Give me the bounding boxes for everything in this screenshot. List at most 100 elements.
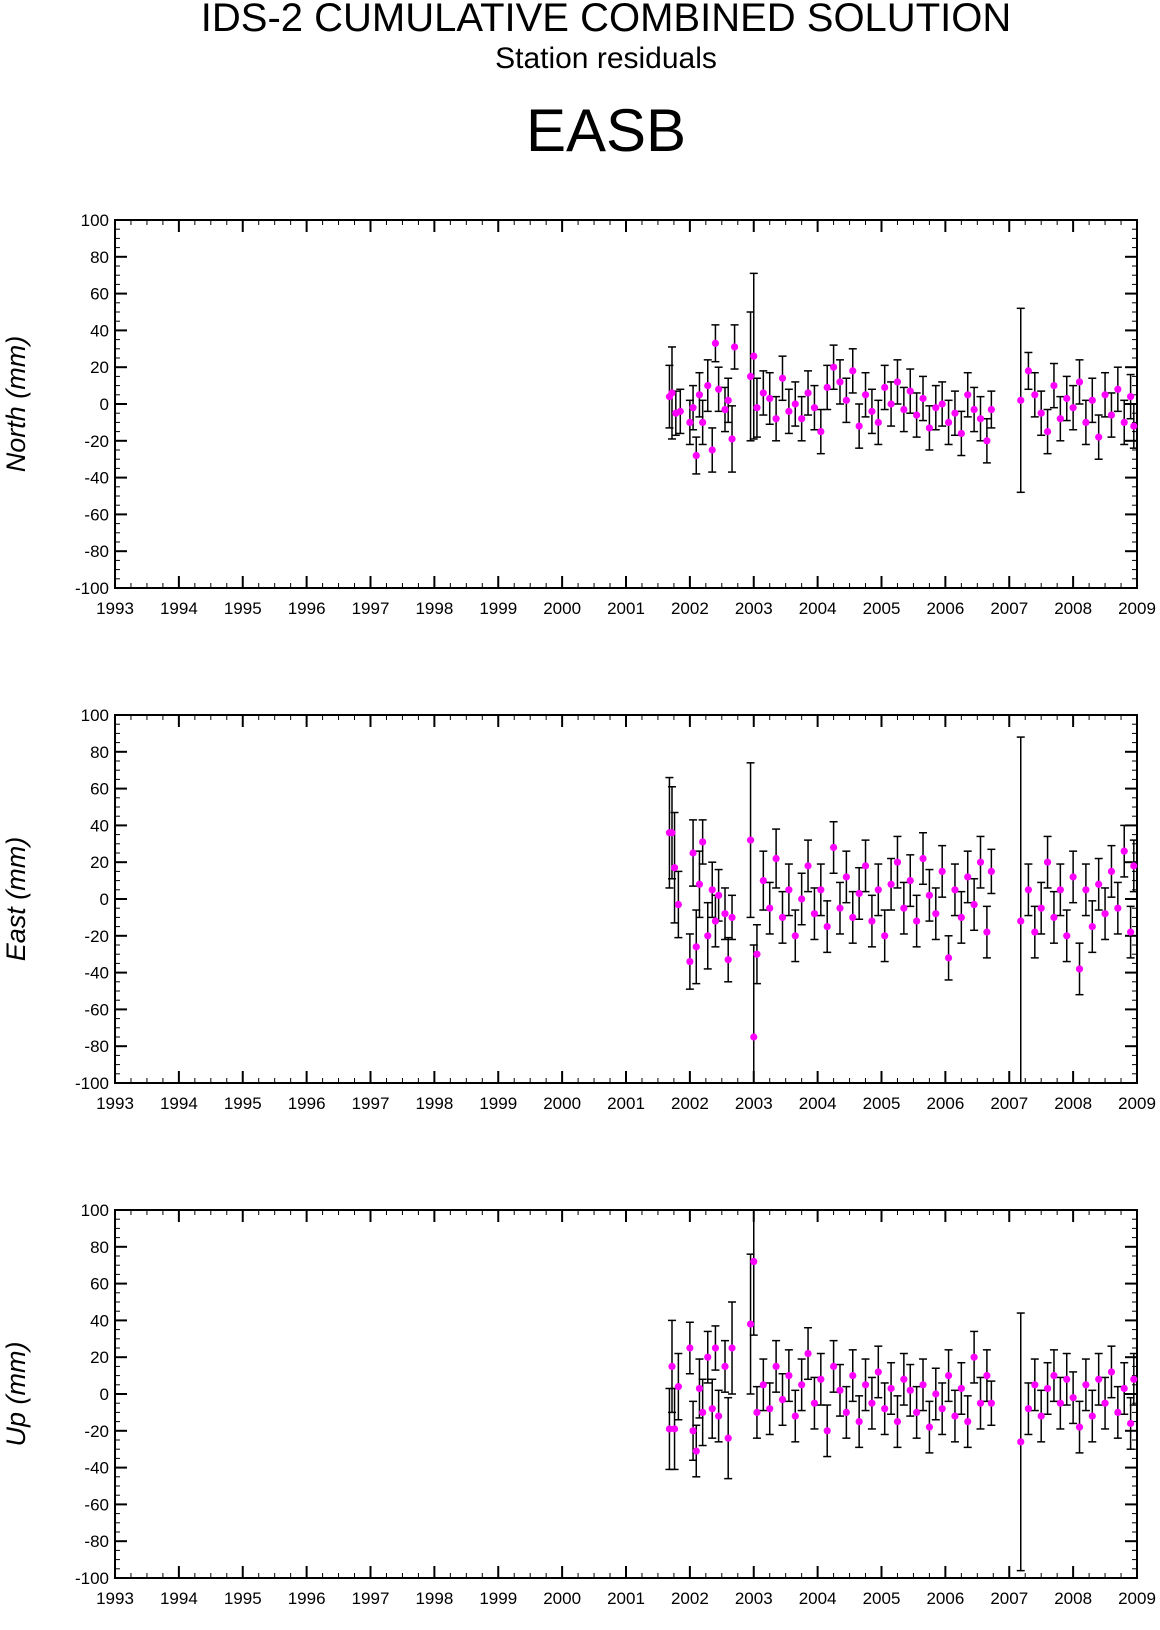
data-point <box>750 1257 758 1266</box>
y-tick-label: 60 <box>90 780 109 799</box>
x-tick-label: 2005 <box>863 599 901 618</box>
data-point <box>861 862 870 870</box>
data-point <box>692 1447 700 1455</box>
data-point <box>715 1412 723 1420</box>
data-point <box>900 1375 908 1383</box>
data-point <box>1088 396 1096 404</box>
x-tick-label: 2001 <box>607 1589 645 1608</box>
data-point <box>711 339 720 347</box>
x-tick-label: 1993 <box>96 1589 134 1608</box>
x-tick-label: 2007 <box>990 599 1028 618</box>
y-tick-label: 60 <box>90 1275 109 1294</box>
data-point <box>772 415 780 423</box>
data-point <box>772 854 780 863</box>
x-tick-label: 1996 <box>288 599 326 618</box>
y-tick-label: -20 <box>84 432 109 451</box>
data-point <box>785 1372 793 1380</box>
data-point <box>919 854 927 863</box>
data-point <box>753 950 761 958</box>
x-tick-label: 1995 <box>224 599 262 618</box>
y-tick-label: 20 <box>90 853 109 872</box>
y-tick-label: 20 <box>90 1348 109 1367</box>
x-tick-label: 2001 <box>607 1094 645 1113</box>
data-point <box>670 864 679 872</box>
data-point <box>1114 904 1122 912</box>
data-point <box>1082 886 1090 894</box>
data-point <box>868 1399 876 1407</box>
data-point <box>1114 385 1122 393</box>
x-tick-label: 2003 <box>735 599 773 618</box>
data-point <box>674 1383 682 1391</box>
data-point <box>983 1372 991 1380</box>
data-point <box>1024 886 1033 894</box>
data-point <box>1063 394 1071 403</box>
y-tick-label: 100 <box>81 706 109 725</box>
x-tick-label: 1998 <box>415 599 453 618</box>
data-point <box>711 1344 720 1352</box>
x-tick-label: 2009 <box>1118 599 1156 618</box>
data-point <box>721 910 729 918</box>
y-tick-label: 80 <box>90 1238 109 1257</box>
y-tick-label: -40 <box>84 964 109 983</box>
data-point <box>686 957 694 966</box>
data-point <box>1024 1405 1033 1413</box>
data-point <box>689 404 697 412</box>
x-tick-label: 1993 <box>96 1094 134 1113</box>
data-point <box>842 396 850 404</box>
data-point <box>810 1399 819 1407</box>
data-point <box>849 913 857 921</box>
data-point <box>785 886 793 894</box>
y-tick-label: 40 <box>90 321 109 340</box>
data-point <box>874 418 882 426</box>
data-point <box>893 858 902 866</box>
data-point <box>817 886 825 894</box>
data-point <box>938 1405 946 1413</box>
data-point <box>1107 411 1116 419</box>
data-point <box>1120 418 1128 426</box>
data-point <box>842 1408 850 1416</box>
y-tick-label: 0 <box>100 1385 109 1404</box>
data-point <box>746 372 755 380</box>
x-tick-label: 1999 <box>479 1589 517 1608</box>
y-axis-label: East (mm) <box>1 837 31 962</box>
data-point <box>670 1425 679 1433</box>
data-point <box>708 446 716 454</box>
data-point <box>721 1362 729 1370</box>
data-point <box>1069 873 1077 881</box>
data-point <box>817 1375 825 1383</box>
x-tick-label: 2003 <box>735 1094 773 1113</box>
x-tick-label: 1996 <box>288 1589 326 1608</box>
data-point <box>798 895 806 903</box>
data-point <box>695 880 704 888</box>
data-point <box>976 1399 985 1407</box>
y-tick-label: -20 <box>84 927 109 946</box>
data-point <box>868 407 876 415</box>
data-point <box>766 1405 774 1413</box>
data-point <box>1130 862 1138 870</box>
data-point <box>699 1408 707 1416</box>
data-point <box>932 910 940 918</box>
data-point <box>1130 1375 1138 1383</box>
data-point <box>1043 428 1052 436</box>
data-point <box>983 437 991 445</box>
x-tick-label: 2006 <box>926 599 964 618</box>
data-point <box>836 378 844 386</box>
data-point <box>970 1353 978 1361</box>
data-point <box>766 394 774 403</box>
y-tick-label: -60 <box>84 1000 109 1019</box>
data-point <box>804 1349 812 1358</box>
x-tick-label: 1994 <box>160 1094 198 1113</box>
data-point <box>1043 858 1052 866</box>
y-tick-label: 40 <box>90 816 109 835</box>
data-point <box>1050 1372 1058 1380</box>
data-point <box>1130 422 1138 430</box>
data-point <box>804 862 812 870</box>
data-point <box>692 943 700 951</box>
x-tick-label: 1998 <box>415 1094 453 1113</box>
chart-subtitle: Station residuals <box>495 42 717 75</box>
x-tick-label: 2009 <box>1118 1589 1156 1608</box>
data-point <box>951 886 959 894</box>
x-tick-label: 1999 <box>479 1094 517 1113</box>
data-point <box>728 1344 736 1352</box>
y-tick-label: 100 <box>81 1201 109 1220</box>
